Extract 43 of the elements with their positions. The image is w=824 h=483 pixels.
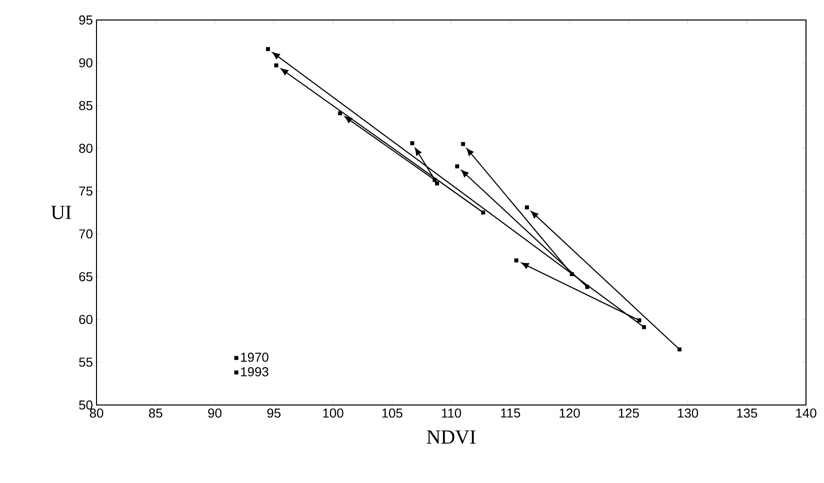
legend-label: 1993 bbox=[241, 367, 268, 376]
y-tick-label: 60 bbox=[79, 314, 92, 324]
x-tick-label: 95 bbox=[267, 408, 281, 418]
y-tick-label: 50 bbox=[79, 400, 92, 410]
y-tick-label: 85 bbox=[79, 100, 92, 110]
x-tick-label: 130 bbox=[678, 408, 698, 418]
point bbox=[338, 111, 342, 116]
x-tick-label: 80 bbox=[90, 408, 104, 418]
x-tick-label: 100 bbox=[323, 408, 344, 418]
y-tick-label: 65 bbox=[79, 272, 92, 282]
legend-label: 1970 bbox=[241, 352, 268, 362]
y-tick-label: 90 bbox=[79, 58, 92, 68]
y-tick-label: 70 bbox=[79, 229, 92, 238]
point bbox=[677, 347, 682, 352]
x-tick-label: 85 bbox=[148, 408, 162, 418]
x-tick-label: 115 bbox=[501, 408, 520, 418]
point bbox=[435, 181, 440, 186]
point bbox=[266, 47, 270, 52]
x-tick-label: 90 bbox=[208, 408, 222, 418]
point bbox=[524, 205, 529, 210]
y-tick-label: 95 bbox=[79, 15, 92, 25]
point bbox=[274, 63, 278, 68]
point bbox=[455, 164, 460, 168]
x-tick-label: 105 bbox=[382, 408, 402, 418]
y-tick-label: 55 bbox=[79, 358, 92, 367]
x-axis-title: NDVI bbox=[426, 430, 476, 444]
y-tick-label: 75 bbox=[79, 186, 92, 196]
point bbox=[410, 141, 414, 146]
x-tick-label: 120 bbox=[560, 408, 580, 418]
y-axis-title: UI bbox=[51, 206, 72, 220]
point bbox=[481, 210, 486, 214]
y-tick-label: 80 bbox=[79, 144, 92, 153]
x-tick-label: 135 bbox=[737, 408, 758, 418]
x-tick-label: 125 bbox=[618, 408, 639, 418]
point bbox=[585, 284, 590, 289]
point bbox=[642, 325, 646, 330]
x-tick-label: 140 bbox=[796, 408, 816, 418]
x-tick-label: 110 bbox=[442, 408, 462, 418]
point bbox=[461, 142, 466, 146]
point bbox=[570, 272, 574, 276]
point bbox=[514, 258, 518, 262]
point bbox=[432, 178, 437, 182]
point bbox=[637, 318, 642, 322]
